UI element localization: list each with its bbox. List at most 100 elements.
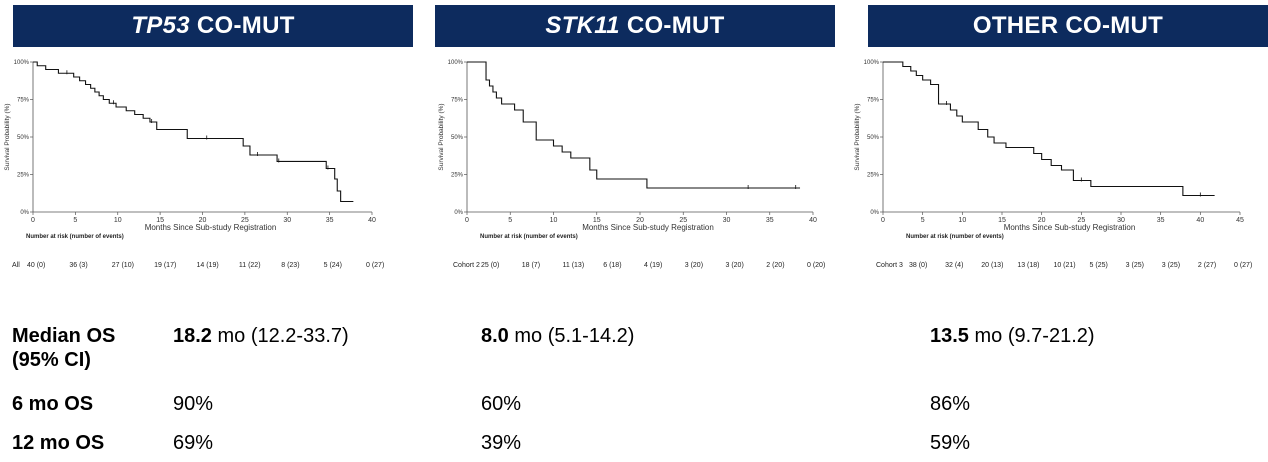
x-tick-label: 45 — [1236, 217, 1244, 224]
x-tick-label: 25 — [241, 217, 249, 224]
survival-curve — [467, 61, 801, 189]
os6-stk11: 60% — [481, 393, 522, 415]
risk-value: 10 (21) — [1053, 262, 1076, 269]
os12-tp53: 69% — [173, 432, 214, 454]
km-plot-tp53: 0% 25% 50% 75% 100% 0 5 10 15 20 25 30 35 40 Months Si… — [4, 60, 376, 232]
panel-banner: OTHER CO-MUT — [868, 5, 1268, 47]
risk-table-title: Number at risk (number of events) — [480, 234, 578, 240]
x-tick-label: 40 — [1196, 217, 1204, 224]
median-os-ci: mo (5.1-14.2) — [508, 325, 635, 347]
risk-value: 8 (23) — [281, 262, 300, 269]
os12-label: 12 mo OS — [12, 432, 105, 454]
x-tick-label: 5 — [73, 217, 77, 224]
risk-value: 3 (25) — [1125, 262, 1144, 269]
risk-value: 40 (0) — [27, 262, 46, 269]
y-tick-label: 75% — [451, 98, 464, 104]
x-tick-label: 40 — [809, 217, 817, 224]
risk-value: 32 (4) — [945, 262, 964, 269]
risk-value: 3 (20) — [684, 262, 704, 269]
y-tick-label: 100% — [14, 60, 30, 66]
risk-table-title: Number at risk (number of events) — [26, 234, 124, 240]
risk-row-label: Cohort 2 — [453, 262, 480, 269]
risk-table-title: Number at risk (number of events) — [906, 234, 1004, 240]
y-tick-label: 0% — [870, 210, 879, 216]
risk-value: 11 (22) — [238, 262, 261, 269]
y-tick-label: 75% — [17, 98, 30, 104]
km-plot-stk11: 0% 25% 50% 75% 100% 0 5 10 15 20 25 30 35 40 Months Si… — [438, 60, 817, 232]
median-os-ci: mo (9.7-21.2) — [968, 325, 1095, 347]
risk-value: 38 (0) — [909, 262, 928, 269]
median-os-other: 13.5 mo (9.7-21.2) — [930, 324, 1095, 348]
x-tick-label: 25 — [1077, 217, 1085, 224]
x-tick-label: 0 — [881, 217, 885, 224]
x-tick-label: 15 — [998, 217, 1006, 224]
y-tick-label: 50% — [17, 135, 30, 141]
x-tick-label: 30 — [723, 217, 731, 224]
km-panel-stk11: STK11 CO-MUT — [435, 5, 835, 47]
risk-value: 18 (7) — [521, 262, 541, 269]
y-tick-label: 100% — [448, 60, 464, 66]
risk-value: 19 (17) — [154, 262, 177, 269]
risk-value: 27 (10) — [111, 262, 134, 269]
x-tick-label: 35 — [766, 217, 774, 224]
os6-tp53: 90% — [173, 393, 214, 415]
x-tick-label: 10 — [114, 217, 122, 224]
banner-title: CO-MUT — [626, 12, 725, 39]
y-tick-label: 25% — [451, 173, 464, 179]
x-tick-label: 35 — [1157, 217, 1165, 224]
y-tick-label: 100% — [864, 60, 880, 66]
median-os-label: Median OS (95% CI) — [12, 324, 115, 372]
risk-value: 2 (27) — [1197, 262, 1217, 269]
x-tick-label: 20 — [636, 217, 644, 224]
panel-banner: TP53 CO-MUT — [13, 5, 413, 47]
banner-title: OTHER CO-MUT — [972, 12, 1164, 39]
x-tick-label: 35 — [326, 217, 334, 224]
risk-value: 5 (25) — [1089, 262, 1108, 269]
os12-stk11: 39% — [481, 432, 522, 454]
km-panel-tp53: TP53 CO-MUT — [13, 5, 413, 47]
y-tick-label: 25% — [17, 173, 30, 179]
survival-curve — [33, 61, 354, 203]
panel-banner: STK11 CO-MUT — [435, 5, 835, 47]
y-tick-label: 75% — [867, 98, 880, 104]
risk-value: 6 (18) — [603, 262, 622, 269]
median-os-ci: mo (12.2-33.7) — [211, 325, 349, 347]
risk-value: 25 (0) — [481, 262, 500, 269]
x-axis-label: Months Since Sub-study Registration — [1004, 223, 1136, 232]
risk-value: 20 (13) — [981, 262, 1004, 269]
y-tick-label: 50% — [451, 135, 464, 141]
median-os-value: 13.5 — [930, 325, 969, 347]
survival-curve — [883, 61, 1215, 197]
x-tick-label: 10 — [550, 217, 558, 224]
os12-other: 59% — [930, 432, 971, 454]
x-axis-label: Months Since Sub-study Registration — [145, 223, 277, 232]
km-plot-other: 0% 25% 50% 75% 100% 0 5 10 15 20 25 30 35 40 45 Months … — [854, 60, 1244, 232]
x-tick-label: 20 — [199, 217, 207, 224]
x-tick-label: 25 — [679, 217, 687, 224]
y-tick-label: 0% — [454, 210, 463, 216]
risk-value: 14 (19) — [196, 262, 219, 269]
median-os-label-line2: (95% CI) — [12, 349, 91, 371]
x-tick-label: 10 — [958, 217, 966, 224]
risk-row-label: Cohort 3 — [876, 262, 903, 269]
y-axis-label: Survival Probability (%) — [438, 103, 445, 170]
risk-value: 4 (19) — [644, 262, 663, 269]
y-tick-label: 25% — [867, 173, 880, 179]
y-axis-label: Survival Probability (%) — [4, 103, 11, 170]
x-tick-label: 15 — [593, 217, 601, 224]
risk-row-label: All — [12, 262, 20, 269]
x-tick-label: 5 — [921, 217, 925, 224]
risk-value: 0 (27) — [366, 262, 385, 269]
x-tick-label: 0 — [465, 217, 469, 224]
y-tick-label: 50% — [867, 135, 880, 141]
risk-value: 3 (25) — [1161, 262, 1181, 269]
os6-label: 6 mo OS — [12, 393, 94, 415]
os6-other: 86% — [930, 393, 971, 415]
median-os-tp53: 18.2 mo (12.2-33.7) — [173, 324, 349, 348]
risk-value: 13 (18) — [1017, 262, 1040, 269]
risk-value: 0 (27) — [1234, 262, 1253, 269]
x-tick-label: 20 — [1038, 217, 1046, 224]
risk-value: 2 (20) — [766, 262, 785, 269]
gene-name: STK11 — [545, 12, 620, 39]
risk-value: 11 (13) — [562, 262, 585, 269]
